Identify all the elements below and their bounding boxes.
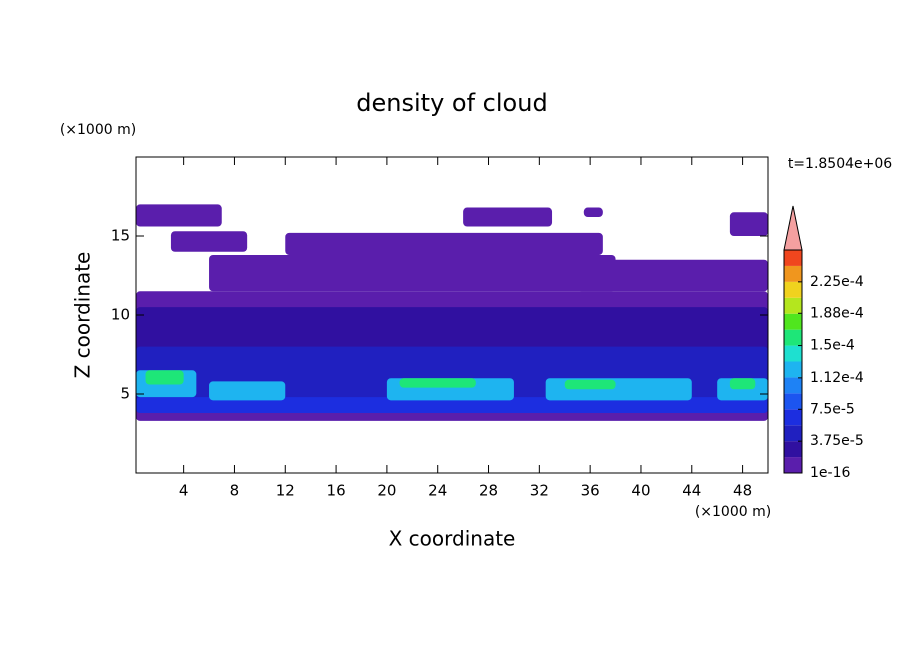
- colorbar-band: [784, 425, 802, 442]
- x-axis-label: X coordinate: [389, 527, 516, 551]
- x-tick-label: 4: [179, 482, 189, 500]
- x-tick-label: 36: [581, 482, 600, 500]
- contour-region: [285, 232, 603, 255]
- x-unit: (×1000 m): [695, 504, 771, 520]
- colorbar-band: [784, 297, 802, 314]
- contour-region: [136, 397, 768, 413]
- contour-region: [463, 207, 553, 227]
- y-tick-label: 10: [111, 306, 130, 324]
- x-tick-label: 28: [479, 482, 498, 500]
- colorbar-band: [784, 313, 802, 330]
- contour-region: [583, 207, 603, 218]
- contour-region: [729, 378, 756, 390]
- contour-region: [399, 378, 476, 388]
- colorbar-band: [784, 361, 802, 378]
- x-tick-label: 8: [230, 482, 240, 500]
- contour-region: [136, 307, 768, 355]
- y-tick-label: 5: [120, 385, 130, 403]
- x-tick-label: 12: [276, 482, 295, 500]
- x-tick-label: 44: [682, 482, 701, 500]
- colorbar-band: [784, 441, 802, 458]
- colorbar-band: [784, 281, 802, 298]
- contour-region: [577, 259, 768, 292]
- colorbar-label: 1.12e-4: [810, 370, 864, 386]
- colorbar-frame: [783, 249, 803, 474]
- colorbar-label: 1e-16: [810, 465, 850, 481]
- contour-region: [209, 381, 286, 401]
- colorbar-band: [784, 457, 802, 473]
- contour-region: [729, 212, 768, 236]
- time-label: t=1.8504e+06: [788, 156, 892, 172]
- colorbar-band: [784, 329, 802, 346]
- x-tick-label: 32: [530, 482, 549, 500]
- colorbar-band: [784, 250, 802, 266]
- colorbar-label: 1.5e-4: [810, 338, 855, 354]
- x-tick-label: 48: [733, 482, 752, 500]
- y-axis-label: Z coordinate: [71, 252, 95, 379]
- colorbar-band: [784, 345, 802, 362]
- colorbar-label: 7.5e-5: [810, 401, 855, 417]
- contour-region: [136, 204, 222, 227]
- colorbar-label: 3.75e-5: [810, 433, 864, 449]
- x-tick-label: 20: [377, 482, 396, 500]
- colorbar-band: [784, 265, 802, 282]
- colorbar-band: [784, 377, 802, 394]
- contour-region: [170, 231, 248, 252]
- x-tick-label: 16: [327, 482, 346, 500]
- chart-title: density of cloud: [356, 89, 547, 117]
- contour-region: [209, 254, 616, 292]
- contour-region: [145, 370, 184, 385]
- y-unit: (×1000 m): [60, 122, 136, 138]
- colorbar-band: [784, 409, 802, 426]
- y-tick-label: 15: [111, 227, 130, 245]
- contour-region: [564, 379, 616, 390]
- colorbar-extend: [783, 205, 803, 251]
- colorbar-label: 1.88e-4: [810, 305, 864, 321]
- colorbar-band: [784, 393, 802, 410]
- x-tick-label: 40: [631, 482, 650, 500]
- colorbar-label: 2.25e-4: [810, 274, 864, 290]
- x-tick-label: 24: [428, 482, 447, 500]
